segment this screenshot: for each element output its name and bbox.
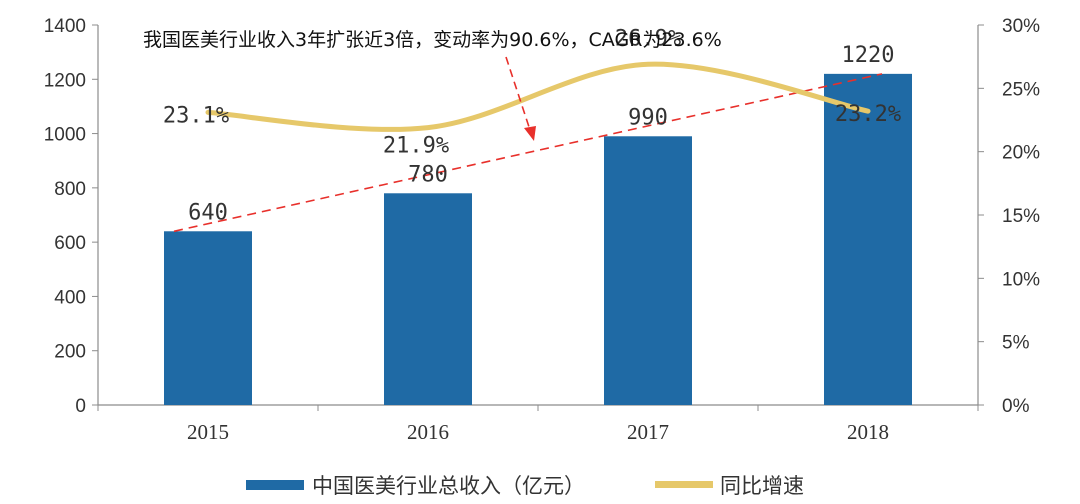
- y-right-tick-label: 0%: [1002, 396, 1030, 417]
- trendline-dashed: [173, 73, 883, 233]
- line-path: [205, 61, 871, 132]
- legend: 中国医美行业总收入（亿元） 同比增速: [246, 474, 804, 498]
- annotation-arrow-line: [505, 56, 532, 134]
- line-value-label: 26.9%: [615, 26, 681, 51]
- line-series: [205, 61, 871, 132]
- y-right-tick-label: 10%: [1002, 269, 1040, 290]
- y-left-tick-label: 600: [54, 233, 86, 254]
- y-left-tick-label: 1200: [44, 70, 86, 91]
- legend-swatch-bar: [246, 480, 304, 490]
- y-left-tick-label: 800: [54, 179, 86, 200]
- y-right-tick-label: 5%: [1002, 333, 1030, 354]
- chart-annotation: 我国医美行业收入3年扩张近3倍，变动率为90.6%，CAGR为23.6%: [143, 29, 722, 51]
- annotation-arrow: [505, 56, 536, 141]
- legend-label-line: 同比增速: [720, 474, 804, 498]
- bar: [604, 136, 692, 406]
- x-tick-label: 2015: [187, 420, 229, 444]
- x-tick-label: 2018: [847, 420, 889, 444]
- bar-value-label: 990: [628, 105, 668, 130]
- annotation-arrowhead: [524, 126, 536, 141]
- bar-value-label: 1220: [842, 43, 895, 68]
- data-labels: 640 780 990 1220 23.1% 21.9% 26.9% 23.2%: [163, 26, 901, 225]
- y-right-tick-label: 20%: [1002, 143, 1040, 164]
- bar: [384, 193, 472, 405]
- bar-value-label: 640: [188, 200, 228, 225]
- y-right-tick-label: 15%: [1002, 206, 1040, 227]
- line-value-label: 23.1%: [163, 103, 229, 128]
- trendline: [173, 73, 883, 233]
- y-left-tick-label: 200: [54, 342, 86, 363]
- bar: [824, 73, 912, 405]
- y-right-tick-label: 30%: [1002, 16, 1040, 37]
- line-value-label: 21.9%: [383, 134, 449, 159]
- bar-value-label: 780: [408, 162, 448, 187]
- bar-series: [164, 73, 912, 406]
- y-left-tick-label: 400: [54, 287, 86, 308]
- line-value-label: 23.2%: [835, 102, 901, 127]
- x-tick-label: 2017: [627, 420, 669, 444]
- legend-label-bar: 中国医美行业总收入（亿元）: [312, 474, 585, 498]
- y-left-tick-label: 1400: [44, 16, 86, 37]
- x-tick-label: 2016: [407, 420, 449, 444]
- legend-swatch-line: [655, 481, 713, 488]
- bar: [164, 231, 252, 405]
- axes: 0 200 400 600 800 1000 1200 1400 0% 5% 10% 15% 20% 25…: [44, 16, 1040, 444]
- y-left-tick-label: 1000: [44, 125, 86, 146]
- y-right-tick-label: 25%: [1002, 79, 1040, 100]
- y-left-tick-label: 0: [75, 396, 86, 417]
